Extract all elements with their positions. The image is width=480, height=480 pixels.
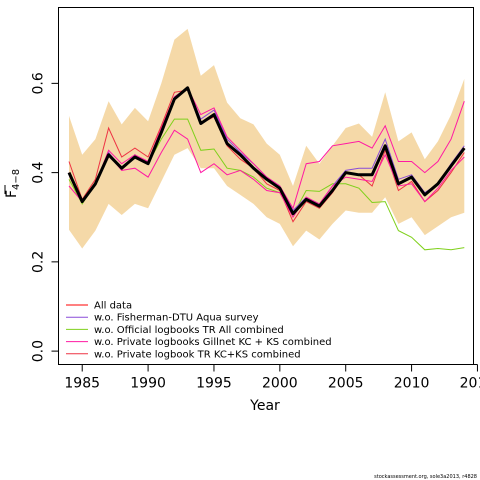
footer-credit: stockassessment.org, sole3a2013, r4828 — [374, 474, 477, 480]
y-tick-label: 0.6 — [31, 72, 47, 94]
legend-label: w.o. Private logbook TR KC+KS combined — [94, 349, 301, 360]
svg-text:F4−8: F4−8 — [4, 169, 22, 198]
confidence-band — [69, 28, 465, 249]
main-estimate-line — [67, 86, 466, 216]
series-line-4 — [68, 89, 465, 223]
y-tick-label: 0.4 — [31, 161, 47, 183]
x-tick-label: 2000 — [262, 376, 298, 392]
legend-label: w.o. Official logbooks TR All combined — [94, 325, 284, 336]
y-axis-title-sub: 4−8 — [11, 169, 22, 190]
legend-label: All data — [94, 301, 132, 312]
x-tick-label: 1995 — [196, 376, 232, 392]
y-axis-title: F4−8 — [4, 169, 22, 198]
x-tick-label: 2005 — [328, 376, 364, 392]
y-tick-label: 0.0 — [31, 340, 47, 362]
confidence-band-area — [69, 28, 465, 249]
legend-label: w.o. Fisherman-DTU Aqua survey — [94, 313, 259, 324]
x-axis: 1985 1990 1995 2000 2005 2010 2015 — [64, 364, 480, 392]
series-line-3 — [68, 87, 465, 210]
x-axis-title: Year — [249, 398, 280, 414]
y-axis-title-main: F — [4, 190, 20, 198]
x-tick-label: 2010 — [394, 376, 430, 392]
main-estimate — [67, 86, 466, 216]
y-axis: 0.0 0.2 0.4 0.6 — [31, 72, 59, 362]
x-tick-label: 2015 — [460, 376, 480, 392]
legend-label: w.o. Private logbooks Gillnet KC + KS co… — [94, 337, 332, 348]
y-tick-label: 0.2 — [31, 251, 47, 273]
x-tick-label: 1990 — [130, 376, 166, 392]
extra-series-line-0 — [68, 129, 465, 219]
x-tick-label: 1985 — [64, 376, 100, 392]
